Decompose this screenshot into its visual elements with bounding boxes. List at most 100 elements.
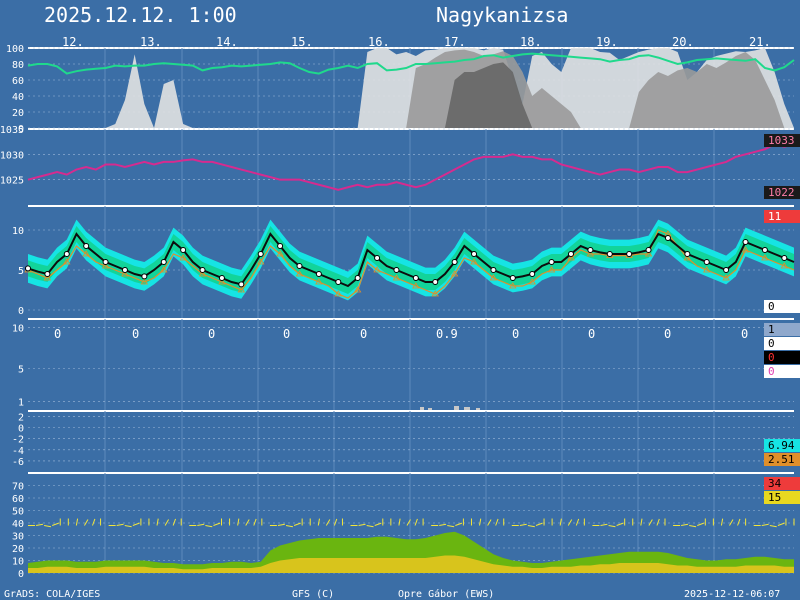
dewpoint-marker [315, 278, 323, 285]
y-tick-label: -2 [12, 435, 24, 446]
wind-direction-arrow [317, 518, 320, 526]
dewpoint-marker [741, 246, 750, 253]
dewpoint-marker [450, 270, 459, 277]
dewpoint-marker [431, 290, 439, 297]
side-label-box [764, 491, 800, 504]
dewpoint-marker [140, 278, 149, 285]
day-label: 17. [444, 35, 466, 49]
temperature-point [548, 259, 555, 265]
daily-precipitation-total: 0 [283, 327, 290, 341]
side-label-box [764, 210, 800, 223]
wind-direction-arrow [237, 518, 240, 526]
y-tick-label: 100 [6, 44, 24, 55]
precipitation-bar [454, 406, 459, 410]
temperature-point [218, 275, 225, 281]
side-label-text: 11 [768, 210, 781, 223]
wind-direction-arrow [535, 522, 543, 526]
temperature-point [412, 275, 419, 281]
wind-direction-arrow [616, 522, 624, 526]
day-label: 21. [749, 35, 771, 49]
temperature-point [567, 251, 574, 257]
wind-direction-arrow [398, 518, 401, 526]
daily-precipitation-total: 0 [54, 327, 61, 341]
dewpoint-marker [63, 258, 71, 265]
day-labels: 12. 13. 14. 15. 16. 17. 18. 19. 20. 21. [62, 35, 771, 49]
precipitation-bar [428, 408, 432, 410]
wind-direction-arrow [205, 525, 213, 528]
side-label-text: 6.94 [768, 439, 795, 452]
side-label-box [764, 300, 800, 313]
wind-direction-arrow [527, 525, 535, 528]
side-label-text: 1 [768, 323, 775, 336]
dewpoint-marker [412, 282, 420, 289]
wind-direction-arrow [689, 525, 697, 528]
side-label-box [764, 439, 800, 452]
temperature-point [393, 267, 400, 273]
cloud-panel: 100 80 60 40 20 0 [6, 44, 795, 135]
temperature-point [587, 247, 594, 253]
wind-direction-arrow [487, 519, 492, 526]
pressure-panel: 1035 1030 1025 1033 1022 [0, 125, 800, 205]
wind-direction-arrow [697, 522, 704, 526]
dewpoint-marker [179, 254, 187, 261]
side-label-text: 0 [768, 300, 775, 313]
temperature-point [25, 265, 31, 272]
temperature-point [296, 263, 303, 269]
wind-direction-arrow [325, 519, 331, 526]
side-label-box [764, 134, 800, 147]
day-label: 18. [520, 35, 542, 49]
wind-direction-arrow [559, 518, 562, 526]
wind-direction-arrow [35, 523, 44, 526]
wind-direction-arrow [44, 525, 52, 528]
side-label-text: 0 [768, 337, 775, 350]
side-label-box [764, 337, 800, 350]
dewpoint-marker [237, 286, 246, 293]
wind-direction-arrow [600, 523, 608, 526]
footer-right: 2025-12-12-06:07 [684, 589, 780, 600]
wind-direction-arrow [358, 523, 366, 526]
y-tick-label: 60 [12, 494, 24, 505]
daily-precipitation-total: 0 [664, 327, 671, 341]
side-label-text: 1033 [768, 134, 795, 147]
temperature-point [121, 267, 128, 273]
y-tick-label: 5 [18, 365, 24, 376]
y-tick-label: 10 [12, 323, 24, 334]
dewpoint-marker [121, 270, 129, 277]
wind-direction-arrow [608, 525, 616, 528]
temperature-point [471, 251, 478, 257]
wind-direction-arrow [285, 525, 294, 528]
y-tick-label: 1025 [0, 176, 24, 187]
precipitation-bar [464, 407, 470, 410]
stability-panel: 20-2-4-6 6.942.51 [12, 410, 800, 472]
wind-direction-arrow [640, 518, 643, 526]
wind-direction-arrow [164, 519, 170, 526]
temperature-point [509, 275, 516, 281]
dewpoint-marker [218, 278, 226, 285]
wind-direction-arrow [366, 525, 374, 528]
temperature-point [335, 279, 342, 285]
day-label: 19. [596, 35, 618, 49]
day-label: 13. [140, 35, 162, 49]
dewpoint-marker [761, 254, 769, 261]
y-tick-label: 20 [12, 544, 24, 555]
temperature-point [374, 255, 381, 261]
dewpoint-marker [334, 290, 342, 297]
y-tick-label: -6 [12, 457, 24, 468]
temperature-point [102, 259, 109, 265]
wind-direction-arrow [575, 518, 580, 526]
wind-direction-arrow [681, 523, 689, 526]
side-label-text: 34 [768, 477, 782, 490]
y-tick-label: 50 [12, 507, 24, 518]
y-tick-label: 0 [18, 306, 24, 317]
temperature-point [490, 267, 497, 273]
wind-direction-arrow [132, 522, 140, 526]
wind-direction-arrow [75, 518, 79, 526]
wind-direction-arrow [455, 522, 463, 526]
wind-direction-arrow [519, 523, 527, 526]
wind-direction-arrow [374, 522, 382, 526]
dewpoint-marker [470, 258, 478, 265]
day-label: 15. [291, 35, 313, 49]
temperature-point [626, 251, 633, 257]
